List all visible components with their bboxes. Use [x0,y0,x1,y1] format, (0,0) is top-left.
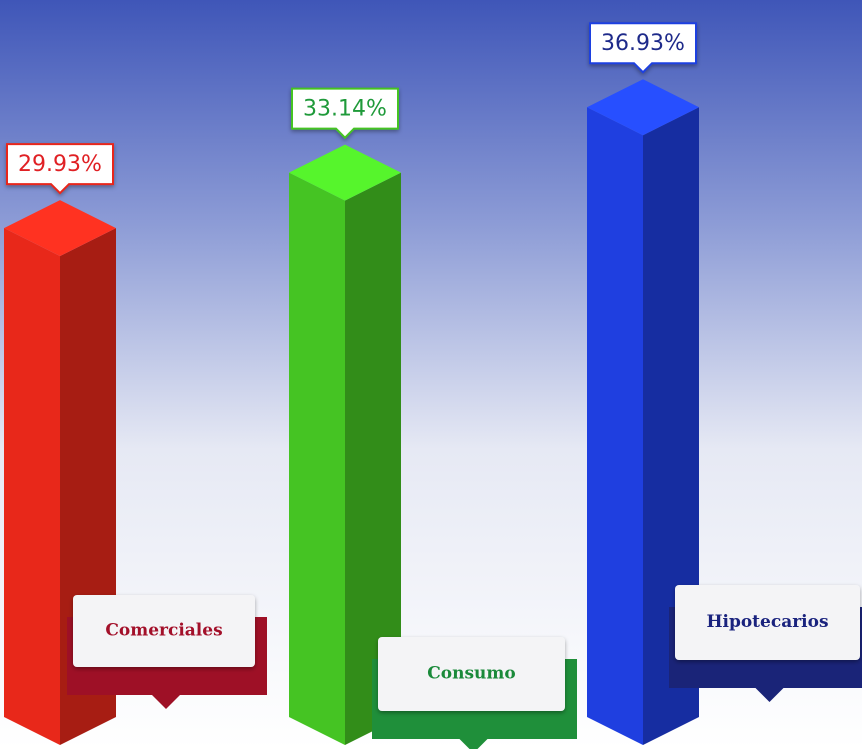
category-box [378,637,565,711]
bar-top [4,200,116,257]
bar-top [289,144,401,201]
category-label: Comerciales [105,621,222,641]
bar-group: 29.93% Comerciales [4,143,267,746]
category-box [73,595,255,667]
bar-group: 36.93% Hipotecarios [587,22,862,746]
category-label: Consumo [427,664,516,684]
bar-group: 33.14% Consumo [289,87,577,749]
value-label-box [291,87,399,140]
bar [289,172,345,746]
bars: 29.93% Comerciales 33.14% Consumo 36.93% Hipo… [4,22,862,749]
bar-top [587,79,699,136]
value-label: 33.14% [303,97,387,122]
value-label-box [6,143,114,195]
category-box [675,585,860,660]
value-label: 36.93% [601,31,685,56]
bar [4,228,60,746]
bar [587,107,643,746]
value-label-box [589,22,697,74]
category-label: Hipotecarios [706,612,828,632]
bar-side [345,172,401,746]
value-label: 29.93% [18,152,102,177]
